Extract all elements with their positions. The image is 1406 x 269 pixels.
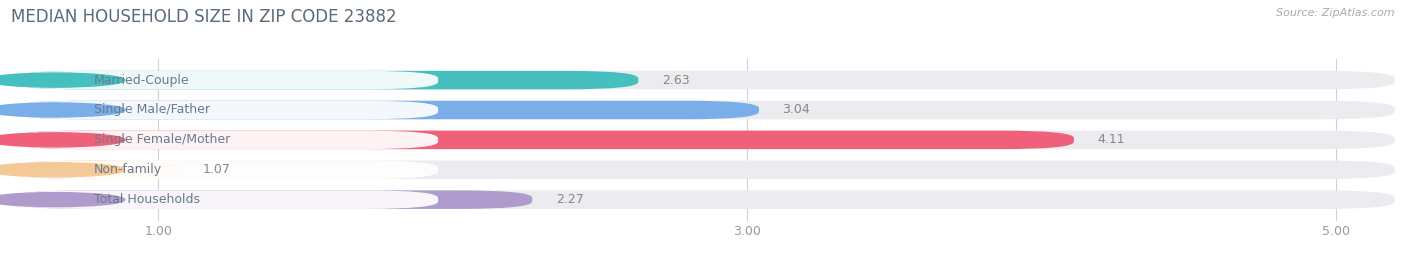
Text: Single Male/Father: Single Male/Father <box>94 104 209 116</box>
FancyBboxPatch shape <box>11 71 638 89</box>
FancyBboxPatch shape <box>11 71 439 89</box>
FancyBboxPatch shape <box>11 101 439 119</box>
FancyBboxPatch shape <box>11 161 439 179</box>
FancyBboxPatch shape <box>11 131 1395 149</box>
Text: 1.07: 1.07 <box>202 163 231 176</box>
FancyBboxPatch shape <box>11 131 439 149</box>
Text: Non-family: Non-family <box>94 163 162 176</box>
FancyBboxPatch shape <box>11 161 1395 179</box>
Circle shape <box>0 193 125 207</box>
FancyBboxPatch shape <box>11 190 533 209</box>
FancyBboxPatch shape <box>11 161 179 179</box>
Circle shape <box>0 163 125 177</box>
FancyBboxPatch shape <box>11 101 759 119</box>
Text: Source: ZipAtlas.com: Source: ZipAtlas.com <box>1277 8 1395 18</box>
Text: Total Households: Total Households <box>94 193 200 206</box>
Circle shape <box>0 73 125 87</box>
Text: 3.04: 3.04 <box>783 104 810 116</box>
FancyBboxPatch shape <box>11 71 1395 89</box>
Text: 2.63: 2.63 <box>662 74 689 87</box>
FancyBboxPatch shape <box>11 101 1395 119</box>
Text: Single Female/Mother: Single Female/Mother <box>94 133 231 146</box>
Text: MEDIAN HOUSEHOLD SIZE IN ZIP CODE 23882: MEDIAN HOUSEHOLD SIZE IN ZIP CODE 23882 <box>11 8 396 26</box>
Text: Married-Couple: Married-Couple <box>94 74 190 87</box>
Circle shape <box>0 103 125 117</box>
FancyBboxPatch shape <box>11 190 1395 209</box>
FancyBboxPatch shape <box>11 190 439 209</box>
FancyBboxPatch shape <box>11 131 1074 149</box>
Text: 4.11: 4.11 <box>1098 133 1125 146</box>
Circle shape <box>0 133 125 147</box>
Text: 2.27: 2.27 <box>555 193 583 206</box>
